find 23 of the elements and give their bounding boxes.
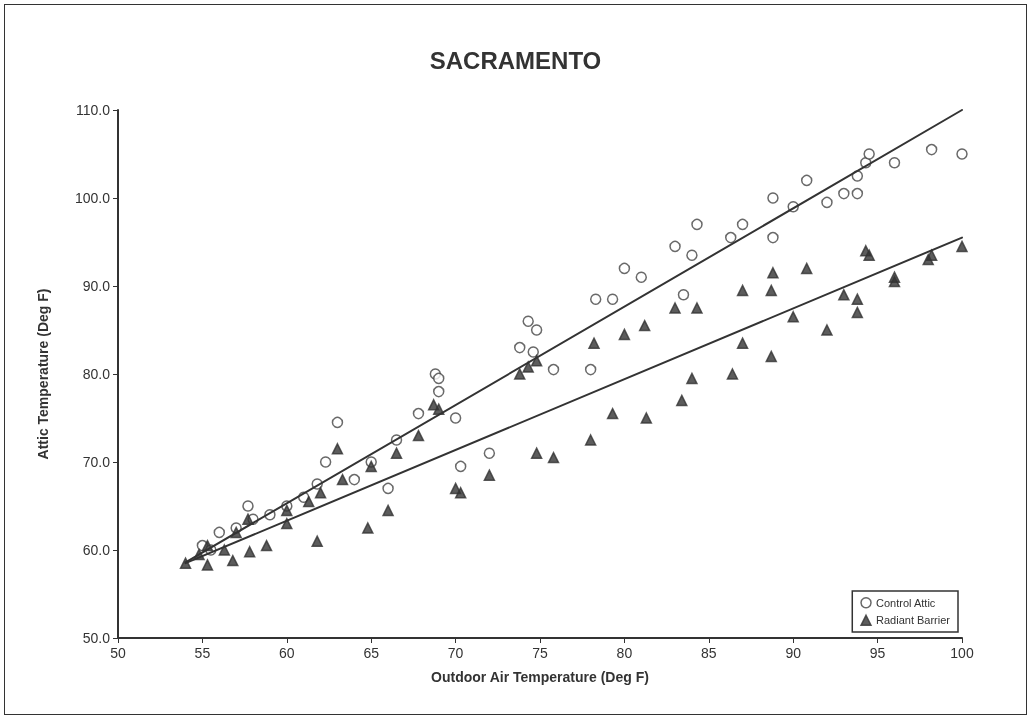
x-axis-title: Outdoor Air Temperature (Deg F) bbox=[431, 669, 649, 685]
x-tick-label: 70 bbox=[447, 645, 464, 661]
y-tick-label: 100.0 bbox=[74, 190, 111, 206]
x-tick-label: 60 bbox=[279, 645, 295, 661]
y-tick-label: 50.0 bbox=[82, 630, 111, 646]
x-tick-label: 65 bbox=[363, 645, 380, 661]
x-tick-label: 55 bbox=[194, 645, 211, 661]
x-tick-label: 85 bbox=[701, 645, 717, 661]
x-tick-label: 80 bbox=[616, 645, 633, 661]
legend-label: Control Attic bbox=[876, 596, 936, 609]
y-axis-title: Attic Temperature (Deg F) bbox=[35, 288, 51, 460]
x-tick-label: 95 bbox=[869, 645, 886, 661]
y-tick-label: 90.0 bbox=[82, 278, 111, 294]
chart-title: SACRAMENTO bbox=[429, 46, 602, 74]
legend-label: Radiant Barrier bbox=[876, 614, 951, 627]
x-tick-label: 90 bbox=[785, 645, 802, 661]
x-tick-label: 100 bbox=[950, 645, 974, 661]
y-tick-label: 60.0 bbox=[82, 542, 111, 558]
y-tick-label: 70.0 bbox=[82, 454, 111, 470]
x-tick-label: 50 bbox=[110, 645, 126, 661]
x-tick-label: 75 bbox=[532, 645, 548, 661]
y-tick-label: 110.0 bbox=[76, 102, 111, 118]
y-tick-label: 80.0 bbox=[82, 366, 111, 382]
